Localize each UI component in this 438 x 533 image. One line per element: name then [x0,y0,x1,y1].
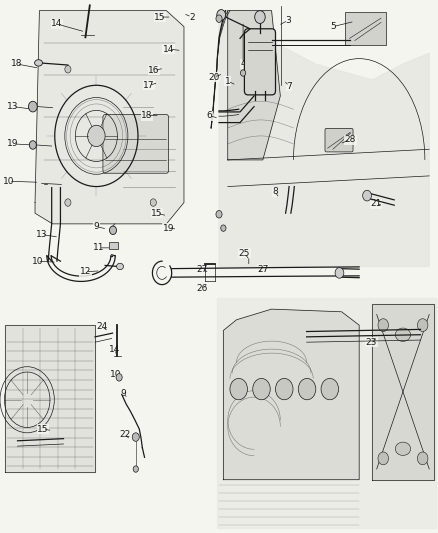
Text: 12: 12 [80,268,91,276]
Text: 14: 14 [109,345,120,353]
Ellipse shape [395,328,411,341]
Polygon shape [223,309,359,480]
Circle shape [240,70,246,76]
Circle shape [335,268,344,278]
Circle shape [417,319,428,332]
Text: 20: 20 [208,73,219,82]
Text: 16: 16 [148,66,160,75]
Polygon shape [35,11,184,224]
Circle shape [253,378,270,400]
Circle shape [221,225,226,231]
Text: 10: 10 [3,177,14,185]
Text: 11: 11 [93,244,104,252]
Circle shape [216,15,222,22]
Text: 14: 14 [51,20,63,28]
Text: 13: 13 [7,102,19,111]
Text: 19: 19 [163,224,174,232]
Text: 25: 25 [239,249,250,257]
Circle shape [132,433,139,441]
Circle shape [65,66,71,73]
Ellipse shape [35,60,42,66]
Circle shape [65,199,71,206]
Circle shape [116,374,122,381]
Text: 15: 15 [154,13,166,21]
Text: 10: 10 [110,370,122,378]
Text: 14: 14 [163,45,174,53]
Circle shape [29,141,36,149]
Text: 8: 8 [272,188,278,196]
Text: 18: 18 [11,60,22,68]
Text: 28: 28 [345,135,356,144]
Text: 7: 7 [286,82,292,91]
Text: 15: 15 [37,425,49,433]
Text: 23: 23 [366,338,377,346]
FancyBboxPatch shape [325,128,353,152]
Text: 27: 27 [197,265,208,273]
Text: 1: 1 [225,77,231,85]
Circle shape [254,11,265,23]
Circle shape [150,199,156,206]
Text: 10: 10 [32,257,43,265]
Circle shape [110,226,117,235]
Text: 19: 19 [7,140,19,148]
Text: 18: 18 [141,111,152,120]
Text: 27: 27 [257,265,268,273]
Text: 5: 5 [330,22,336,31]
Bar [109,242,118,249]
Circle shape [28,101,37,112]
Text: 22: 22 [119,430,131,439]
Text: 24: 24 [96,322,107,330]
Circle shape [150,66,156,73]
Text: 4: 4 [240,60,246,68]
Text: 6: 6 [206,111,212,120]
Text: 9: 9 [120,389,127,398]
Circle shape [298,378,316,400]
Ellipse shape [117,263,124,270]
Circle shape [363,190,371,201]
Circle shape [88,125,105,147]
Polygon shape [217,298,436,528]
Circle shape [276,378,293,400]
Circle shape [378,319,389,332]
Text: 13: 13 [36,230,47,239]
Text: 26: 26 [197,285,208,293]
FancyBboxPatch shape [345,12,386,45]
Text: 17: 17 [143,81,155,90]
Polygon shape [219,11,429,266]
Text: 21: 21 [370,199,381,208]
Polygon shape [228,11,280,160]
Text: 3: 3 [285,16,291,25]
Circle shape [378,452,389,465]
Polygon shape [5,325,95,472]
Text: 15: 15 [151,209,162,217]
Circle shape [217,10,226,20]
Polygon shape [372,304,434,480]
Circle shape [417,452,428,465]
Circle shape [230,378,247,400]
Circle shape [133,466,138,472]
Circle shape [216,211,222,218]
Ellipse shape [395,442,411,455]
FancyBboxPatch shape [244,29,276,95]
FancyBboxPatch shape [103,115,169,173]
Text: 2: 2 [189,13,194,21]
Text: 9: 9 [93,222,99,231]
Circle shape [321,378,339,400]
